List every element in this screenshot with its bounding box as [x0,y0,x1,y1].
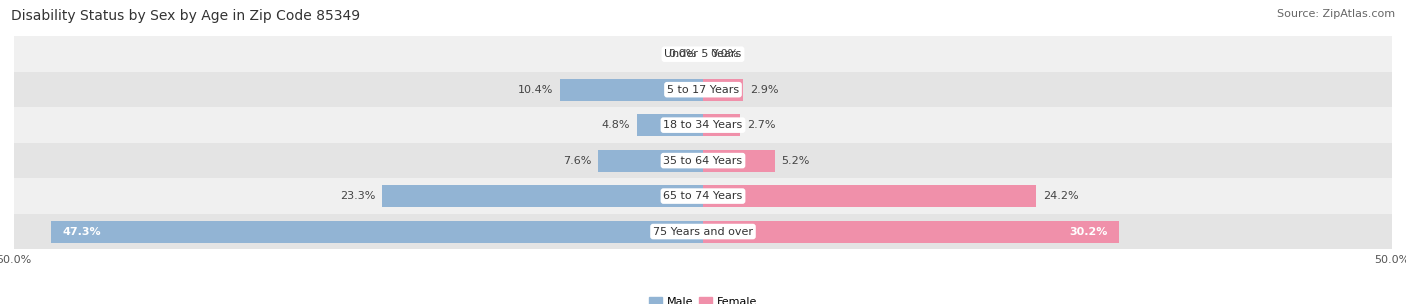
Text: 4.8%: 4.8% [602,120,630,130]
Bar [599,150,703,171]
Bar [14,36,1392,72]
Text: Source: ZipAtlas.com: Source: ZipAtlas.com [1277,9,1395,19]
Text: 5 to 17 Years: 5 to 17 Years [666,85,740,95]
Text: Disability Status by Sex by Age in Zip Code 85349: Disability Status by Sex by Age in Zip C… [11,9,360,23]
Text: 35 to 64 Years: 35 to 64 Years [664,156,742,166]
Text: 23.3%: 23.3% [340,191,375,201]
Bar [51,221,703,243]
Text: 24.2%: 24.2% [1043,191,1078,201]
Bar [703,79,742,101]
Text: 2.7%: 2.7% [747,120,776,130]
Text: 47.3%: 47.3% [62,226,101,237]
Bar [703,114,740,136]
Bar [382,185,703,207]
Text: 75 Years and over: 75 Years and over [652,226,754,237]
Legend: Male, Female: Male, Female [644,292,762,304]
Bar [637,114,703,136]
Bar [560,79,703,101]
Bar [703,185,1036,207]
Text: 7.6%: 7.6% [562,156,592,166]
Bar [703,150,775,171]
Text: 0.0%: 0.0% [668,49,696,59]
Text: 2.9%: 2.9% [749,85,779,95]
Bar [14,143,1392,178]
Text: 0.0%: 0.0% [710,49,738,59]
Text: 5.2%: 5.2% [782,156,810,166]
Bar [14,178,1392,214]
Bar [14,214,1392,249]
Bar [703,221,1119,243]
Text: 18 to 34 Years: 18 to 34 Years [664,120,742,130]
Text: Under 5 Years: Under 5 Years [665,49,741,59]
Text: 30.2%: 30.2% [1070,226,1108,237]
Bar [14,107,1392,143]
Text: 65 to 74 Years: 65 to 74 Years [664,191,742,201]
Bar [14,72,1392,107]
Text: 10.4%: 10.4% [517,85,553,95]
